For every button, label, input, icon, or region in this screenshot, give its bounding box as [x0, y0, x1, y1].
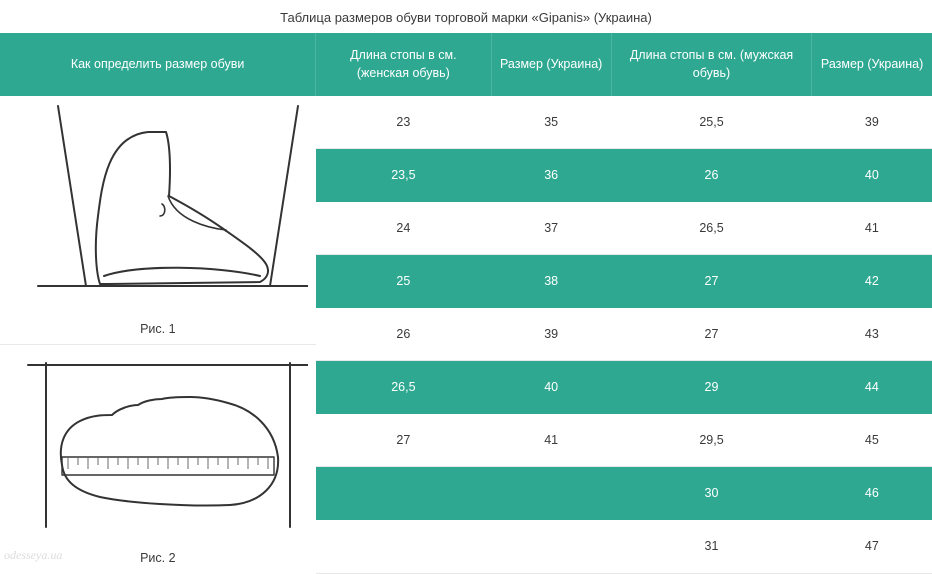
cell-female-size: 40 — [491, 361, 611, 414]
cell-male-len: 29 — [611, 361, 811, 414]
col-header-male-len: Длина стопы в см. (мужская обувь) — [611, 33, 811, 96]
col-header-female-len: Длина стопы в см. (женская обувь) — [316, 33, 491, 96]
chart-title: Таблица размеров обуви торговой марки «G… — [0, 0, 932, 33]
cell-male-len: 26,5 — [611, 202, 811, 255]
col-header-male-size: Размер (Украина) — [812, 33, 932, 96]
foot-side-diagram-icon — [8, 96, 308, 316]
cell-male-size: 43 — [812, 308, 932, 361]
foot-top-diagram-icon — [8, 345, 308, 545]
cell-female-size — [491, 520, 611, 573]
cell-male-size: 41 — [812, 202, 932, 255]
cell-female-len: 25 — [316, 255, 491, 308]
size-table: Как определить размер обуви Длина стопы … — [0, 33, 932, 574]
cell-female-size: 35 — [491, 96, 611, 148]
cell-female-len: 24 — [316, 202, 491, 255]
cell-male-len: 25,5 — [611, 96, 811, 148]
cell-female-len — [316, 467, 491, 520]
fig1-caption: Рис. 1 — [140, 316, 175, 344]
cell-male-size: 42 — [812, 255, 932, 308]
cell-male-len: 26 — [611, 148, 811, 201]
table-row: Рис. 1 — [0, 96, 932, 148]
col-header-female-size: Размер (Украина) — [491, 33, 611, 96]
cell-male-len: 27 — [611, 255, 811, 308]
cell-female-size — [491, 467, 611, 520]
cell-female-len: 26 — [316, 308, 491, 361]
cell-female-len: 23 — [316, 96, 491, 148]
cell-female-size: 36 — [491, 148, 611, 201]
size-chart: Таблица размеров обуви торговой марки «G… — [0, 0, 932, 574]
cell-female-len: 27 — [316, 414, 491, 467]
cell-male-size: 40 — [812, 148, 932, 201]
cell-female-size: 41 — [491, 414, 611, 467]
cell-male-size: 45 — [812, 414, 932, 467]
cell-male-size: 44 — [812, 361, 932, 414]
cell-female-len — [316, 520, 491, 573]
cell-female-len: 23,5 — [316, 148, 491, 201]
cell-male-len: 30 — [611, 467, 811, 520]
cell-female-len: 26,5 — [316, 361, 491, 414]
cell-female-size: 38 — [491, 255, 611, 308]
cell-male-len: 27 — [611, 308, 811, 361]
cell-female-size: 37 — [491, 202, 611, 255]
cell-male-size: 46 — [812, 467, 932, 520]
col-header-guide: Как определить размер обуви — [0, 33, 316, 96]
cell-female-size: 39 — [491, 308, 611, 361]
fig2-caption: Рис. 2 — [140, 545, 175, 573]
cell-male-size: 47 — [812, 520, 932, 573]
cell-male-len: 29,5 — [611, 414, 811, 467]
cell-male-len: 31 — [611, 520, 811, 573]
guide-cell: Рис. 1 — [0, 96, 316, 573]
cell-male-size: 39 — [812, 96, 932, 148]
